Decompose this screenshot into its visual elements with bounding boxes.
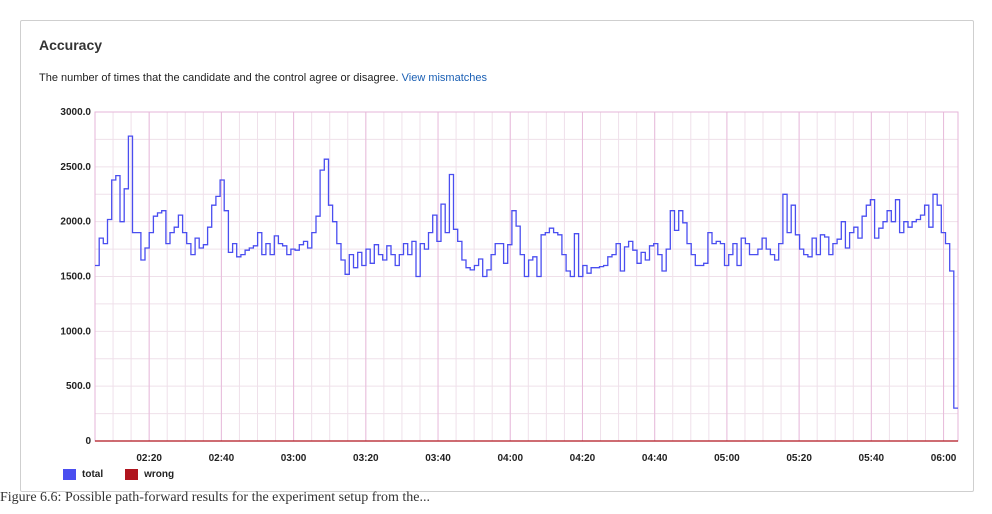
accuracy-panel: Accuracy The number of times that the ca…	[20, 20, 974, 492]
y-tick-label: 2000.0	[60, 217, 91, 228]
legend-label-total: total	[82, 469, 104, 480]
y-tick-label: 1500.0	[60, 272, 91, 283]
x-tick-label: 02:20	[136, 453, 162, 464]
y-tick-label: 2500.0	[60, 162, 91, 173]
legend-item-wrong[interactable]: wrong	[125, 469, 174, 480]
x-tick-label: 02:40	[209, 453, 235, 464]
x-tick-label: 04:00	[497, 453, 523, 464]
legend-swatch-wrong	[125, 469, 139, 480]
series-total-line	[95, 135, 958, 409]
y-tick-label: 3000.0	[60, 107, 91, 118]
x-tick-label: 03:20	[353, 453, 379, 464]
panel-title: Accuracy	[39, 37, 103, 53]
chart-legend: total wrong	[63, 469, 188, 480]
legend-label-wrong: wrong	[144, 469, 175, 480]
x-tick-label: 05:20	[786, 453, 812, 464]
legend-swatch-total	[63, 469, 76, 480]
accuracy-chart: 0 500.0 1000.0 1500.0 2000.0 2500.0 3000.0 02:2…	[60, 107, 959, 464]
x-tick-label: 05:00	[714, 453, 740, 464]
x-tick-label: 05:40	[859, 453, 885, 464]
x-tick-label: 03:00	[281, 453, 307, 464]
x-tick-label: 04:20	[570, 453, 596, 464]
y-tick-label: 500.0	[66, 381, 91, 392]
view-mismatches-link[interactable]: View mismatches	[401, 72, 488, 84]
y-tick-label: 1000.0	[60, 326, 91, 337]
legend-item-total[interactable]: total	[63, 469, 103, 480]
y-tick-label: 0	[85, 436, 91, 447]
panel-description: The number of times that the candidate a…	[39, 72, 487, 84]
x-tick-label: 03:40	[425, 453, 451, 464]
x-tick-label: 06:00	[931, 453, 957, 464]
x-tick-label: 04:40	[642, 453, 668, 464]
figure-caption: Figure 6.6: Possible path-forward result…	[0, 490, 431, 505]
description-text: The number of times that the candidate a…	[39, 72, 399, 84]
